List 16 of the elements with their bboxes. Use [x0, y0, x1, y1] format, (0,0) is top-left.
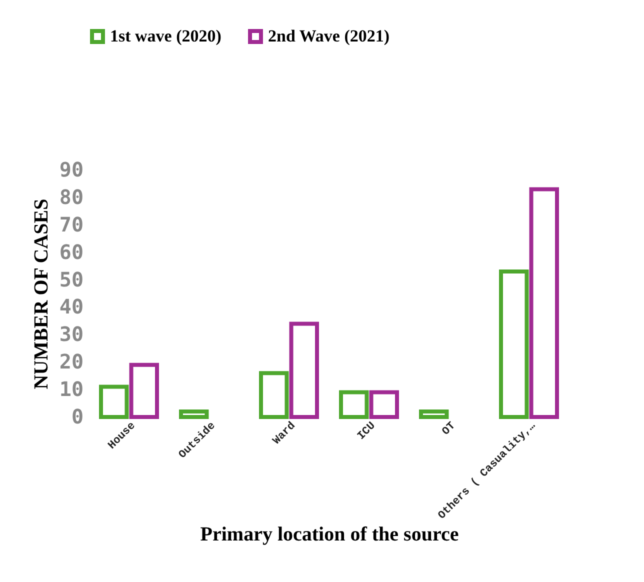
- y-axis-title: NUMBER OF CASES: [30, 198, 52, 390]
- legend-label: 2nd Wave (2021): [268, 26, 390, 46]
- x-tick-label: ICU: [356, 420, 378, 443]
- y-tick-label: 20: [59, 350, 84, 374]
- x-axis-title: Primary location of the source: [200, 524, 459, 546]
- y-tick-label: 80: [59, 184, 84, 209]
- y-tick-label: 90: [59, 158, 84, 182]
- y-tick-label: 0: [71, 404, 84, 428]
- legend-label: 1st wave (2020): [110, 26, 222, 46]
- y-tick-label: 40: [59, 294, 84, 319]
- y-tick-label: 60: [59, 240, 84, 264]
- y-tick-label: 70: [59, 212, 84, 236]
- x-tick-label: OT: [440, 420, 458, 438]
- y-tick-label: 50: [59, 267, 84, 292]
- y-tick-label: 30: [59, 322, 84, 346]
- y-tick-label: 10: [59, 377, 84, 402]
